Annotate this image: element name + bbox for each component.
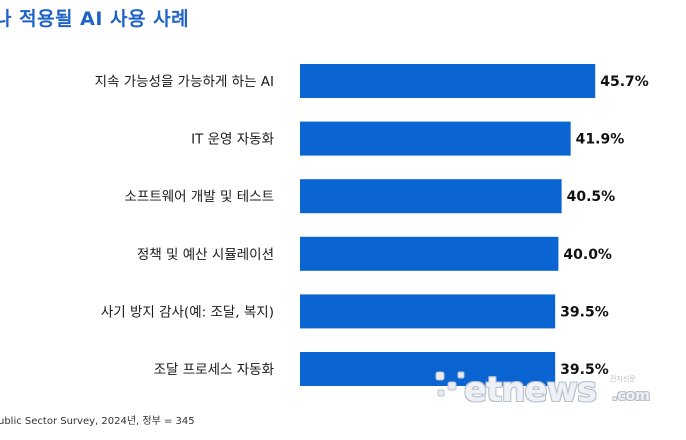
- bar: [300, 236, 559, 271]
- watermark-domain: .com: [612, 388, 650, 404]
- bar: [300, 64, 596, 98]
- watermark-text: etnews: [464, 370, 597, 410]
- bar: [300, 294, 556, 329]
- value-label: 40.5%: [567, 189, 616, 205]
- value-label: 39.5%: [560, 304, 609, 320]
- value-label: 40.0%: [563, 247, 612, 263]
- category-label: IT 운영 자동화: [191, 132, 274, 148]
- value-label: 39.5%: [560, 362, 609, 378]
- value-label: 41.9%: [576, 132, 625, 148]
- category-label: 조달 프로세스 자동화: [154, 362, 274, 378]
- bar: [300, 179, 562, 214]
- bar: [300, 352, 556, 386]
- watermark-small-text: 전자신문: [610, 375, 636, 383]
- etnews-watermark: etnews 전자신문 .com: [434, 366, 674, 416]
- category-label: 소프트웨어 개발 및 테스트: [125, 189, 275, 205]
- chart-title: 나 적용될 AI 사용 사례: [0, 8, 190, 30]
- value-label: 45.7%: [600, 74, 649, 90]
- category-label: 사기 방지 감사(예: 조달, 복지): [101, 304, 274, 320]
- category-label: 지속 가능성을 가능하게 하는 AI: [95, 74, 274, 90]
- etnews-logo-icon: [435, 371, 465, 397]
- category-label: 정책 및 예산 시뮬레이션: [137, 247, 274, 263]
- bar: [300, 121, 571, 156]
- source-note: ublic Sector Survey, 2024년, 정부 = 345: [0, 416, 195, 427]
